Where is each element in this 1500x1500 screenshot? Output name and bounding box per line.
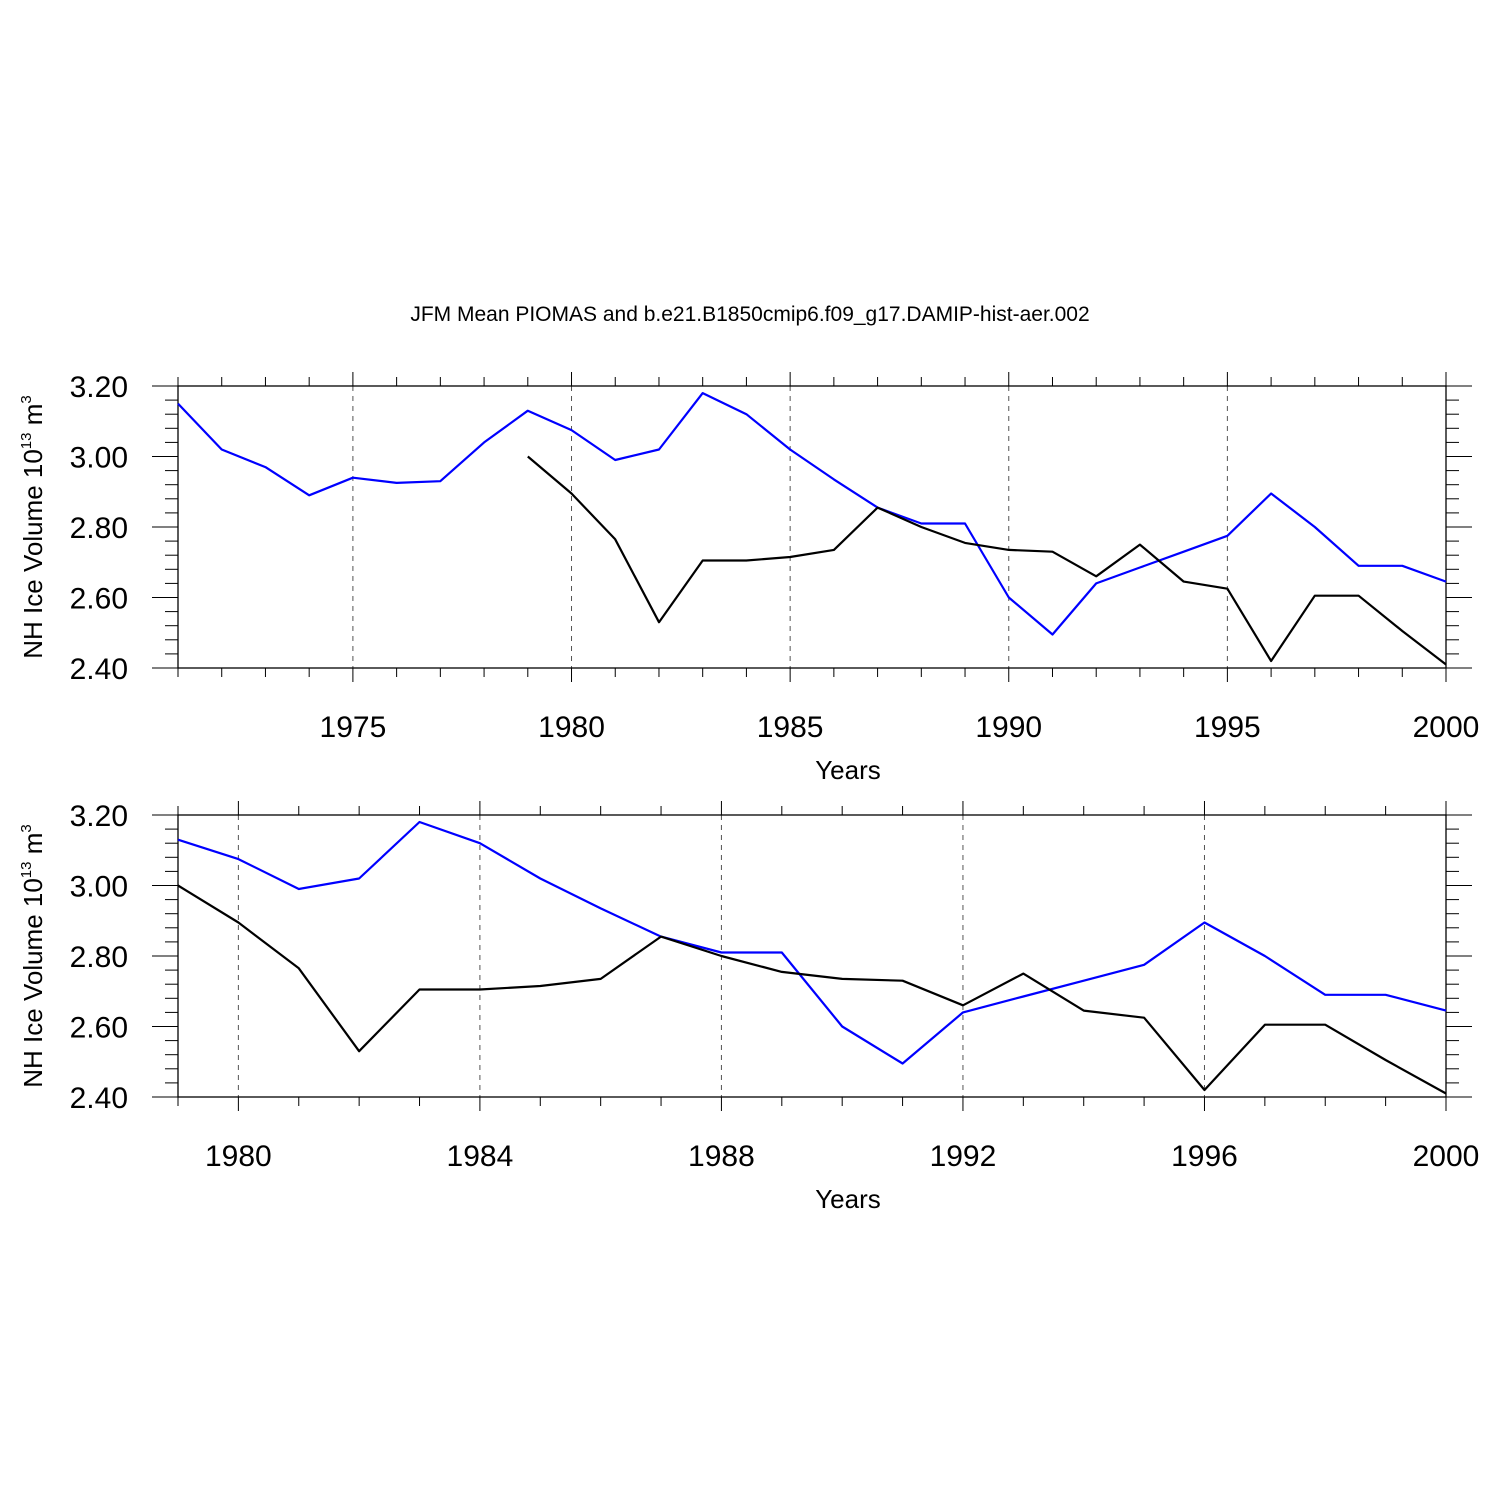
y-tick-label: 2.40 — [70, 653, 128, 686]
series-line-blue — [177, 820, 1447, 1065]
x-axis-title: Years — [815, 1184, 881, 1214]
x-tick-label: 1975 — [320, 711, 387, 744]
y-tick-label: 2.40 — [70, 1082, 128, 1115]
top-panel: 1975 1980 1985 1990 1995 2000 2.40 2.60 2.80 3.00… — [18, 371, 1479, 785]
x-tick-label: 1985 — [757, 711, 824, 744]
x-tick-label: 2000 — [1413, 1140, 1480, 1173]
y-axis-title: NH Ice Volume 1013 m3 — [18, 395, 48, 658]
x-tick-label: 1992 — [930, 1140, 997, 1173]
y-tick-label: 2.80 — [70, 512, 128, 545]
series-line-black — [177, 884, 1447, 1095]
bottom-panel: 1980 1984 1988 1992 1996 2000 2.40 2.60 2.80 3.00… — [18, 800, 1479, 1214]
series-line-blue — [177, 392, 1447, 636]
y-tick-label: 2.60 — [70, 583, 128, 616]
x-axis-title: Years — [815, 755, 881, 785]
x-tick-label: 1995 — [1194, 711, 1261, 744]
y-tick-label: 3.20 — [70, 371, 128, 404]
x-tick-label: 1980 — [205, 1140, 272, 1173]
x-tick-label: 1990 — [975, 711, 1042, 744]
y-tick-label: 3.00 — [70, 442, 128, 475]
chart-title: JFM Mean PIOMAS and b.e21.B1850cmip6.f09… — [410, 303, 1089, 326]
y-tick-label: 2.60 — [70, 1012, 128, 1045]
y-axis-title: NH Ice Volume 1013 m3 — [18, 824, 48, 1087]
y-tick-label: 3.00 — [70, 871, 128, 904]
x-tick-label: 2000 — [1413, 711, 1480, 744]
x-tick-label: 1996 — [1171, 1140, 1238, 1173]
x-tick-label: 1980 — [538, 711, 605, 744]
series-line-black — [527, 455, 1447, 666]
y-tick-label: 2.80 — [70, 941, 128, 974]
y-tick-label: 3.20 — [70, 800, 128, 833]
x-tick-label: 1984 — [447, 1140, 514, 1173]
x-tick-label: 1988 — [688, 1140, 755, 1173]
